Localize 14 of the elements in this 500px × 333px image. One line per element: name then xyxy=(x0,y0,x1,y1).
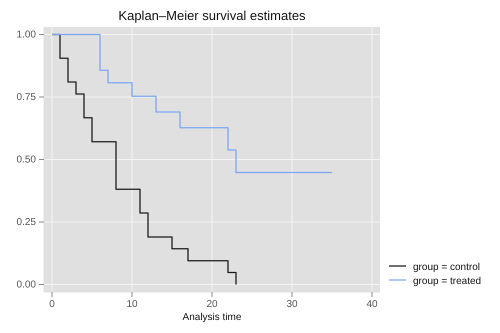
chart-title: Kaplan–Meier survival estimates xyxy=(118,8,306,23)
x-tick-label: 30 xyxy=(286,299,298,310)
x-axis-title: Analysis time xyxy=(182,312,242,323)
x-tick-label: 0 xyxy=(49,299,56,310)
y-tick-label: 0.50 xyxy=(16,154,36,166)
legend-label: group = treated xyxy=(413,276,482,287)
y-tick-label: 0.00 xyxy=(16,280,36,291)
y-tick-label: 0.75 xyxy=(16,92,36,104)
x-tick-label: 20 xyxy=(206,299,218,310)
x-tick-label: 40 xyxy=(366,299,378,310)
y-tick-label: 0.25 xyxy=(16,217,36,228)
legend-label: group = control xyxy=(413,262,480,273)
x-tick-label: 10 xyxy=(126,299,138,310)
y-tick-label: 1.00 xyxy=(16,30,36,41)
